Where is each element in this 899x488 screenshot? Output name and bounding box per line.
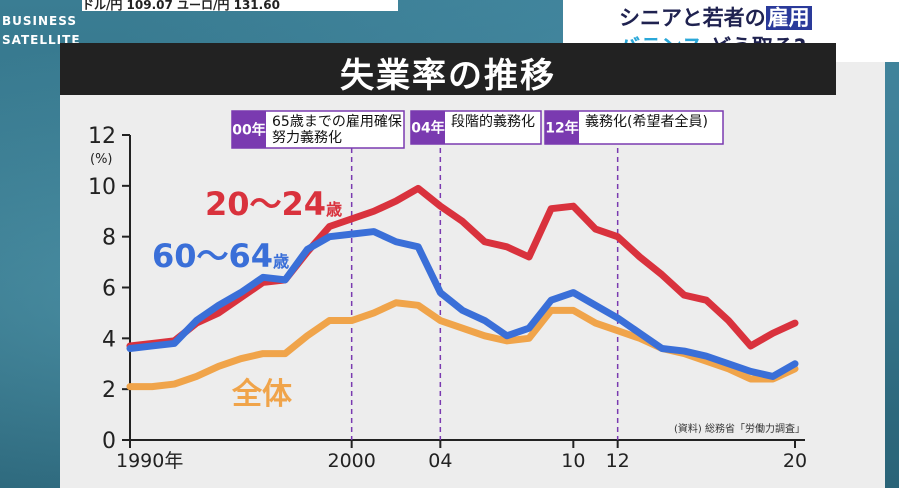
y-unit-label: (%) — [90, 152, 113, 167]
x-tick-label: 2000 — [327, 450, 375, 472]
headline-highlight: 雇用 — [765, 6, 812, 30]
annotation-text: 努力義務化 — [272, 129, 342, 146]
series-label-main: 60〜64 — [152, 237, 273, 275]
y-tick-label: 12 — [88, 124, 116, 149]
annotation-badge-label: 00年 — [232, 122, 265, 139]
annotation-badge — [411, 111, 445, 144]
headline-line-1-text: シニアと若者の — [619, 6, 766, 30]
series-label-series_60_64: 60〜64歳 — [152, 237, 289, 275]
y-tick-label: 2 — [102, 378, 116, 403]
annotation-text: 65歳までの雇用確保 — [272, 113, 402, 130]
series-label-suffix: 歳 — [273, 252, 289, 271]
chart-title-bar: 失業率の推移 — [60, 43, 836, 96]
annotation-badge — [545, 111, 579, 144]
series-label-series_all: 全体 — [231, 377, 293, 412]
source-note: (資料) 総務省「労働力調査」 — [674, 422, 805, 435]
x-tick-label: 10 — [561, 450, 585, 472]
annotation-badge — [232, 111, 266, 148]
y-tick-label: 0 — [102, 429, 116, 454]
headline-line-1: シニアと若者の雇用 — [619, 2, 812, 32]
annotation-text: 義務化(希望者全員) — [585, 113, 708, 130]
annotation-badge-label: 12年 — [545, 120, 578, 137]
x-tick-label: 04 — [428, 450, 452, 472]
x-tick-label: 12 — [606, 450, 630, 472]
x-tick-label: 20 — [783, 450, 807, 472]
currency-ticker: ドル/円 109.07 ユーロ/円 131.60 — [82, 0, 398, 11]
series-label-main: 20〜24 — [205, 185, 326, 223]
y-tick-label: 10 — [88, 175, 116, 200]
series-label-series_20_24: 20〜24歳 — [205, 185, 342, 223]
series-line-series_all — [126, 299, 799, 391]
annotation-badge-label: 04年 — [411, 120, 444, 137]
y-tick-label: 6 — [102, 277, 116, 302]
y-tick-label: 4 — [102, 327, 116, 352]
series-label-main: 全体 — [231, 377, 293, 412]
y-tick-label: 8 — [102, 226, 116, 251]
x-tick-label: 1990年 — [116, 450, 183, 472]
series-label-suffix: 歳 — [326, 200, 342, 219]
program-logo: BUSINESS SATELLITE — [2, 12, 81, 50]
annotation-text: 段階的義務化 — [451, 113, 535, 130]
chart-title: 失業率の推移 — [340, 56, 556, 96]
logo-line-1: BUSINESS — [2, 14, 77, 28]
ticker-text: ドル/円 109.07 ユーロ/円 131.60 — [82, 0, 280, 11]
